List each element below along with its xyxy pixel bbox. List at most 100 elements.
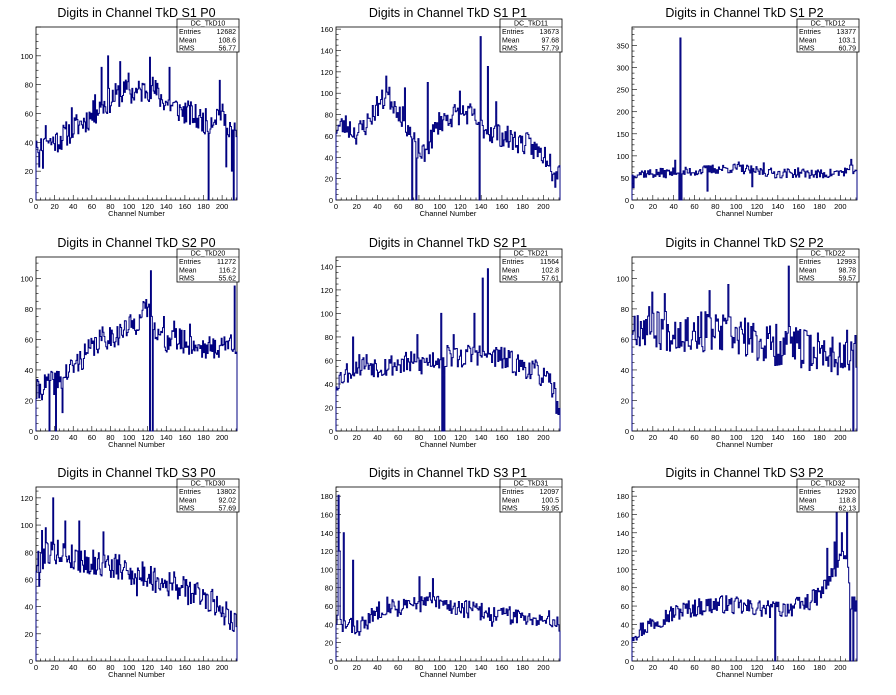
- x-tick-label: 180: [813, 663, 826, 672]
- x-tick-label: 180: [516, 433, 529, 442]
- stats-frame: [499, 478, 563, 513]
- x-tick-label: 40: [69, 663, 77, 672]
- x-tick-label: 60: [394, 202, 402, 211]
- stats-value: 118.8: [839, 497, 856, 504]
- x-tick-label: 100: [433, 202, 446, 211]
- stats-key: Entries: [179, 259, 201, 266]
- y-tick-label: 40: [25, 603, 33, 612]
- x-tick-label: 120: [751, 663, 764, 672]
- y-tick-label: 120: [320, 547, 333, 556]
- stats-key: Mean: [799, 267, 817, 274]
- histogram-series: [35, 55, 238, 201]
- stats-key: RMS: [179, 46, 195, 53]
- y-tick-label: 120: [320, 68, 333, 77]
- y-tick-label: 350: [616, 42, 629, 51]
- panel-title: Digits in Channel TkD S3 P2: [665, 466, 823, 480]
- stats-value: 97.68: [541, 37, 559, 44]
- x-tick-label: 40: [669, 202, 677, 211]
- x-tick-label: 60: [394, 663, 402, 672]
- stats-frame: [499, 18, 563, 53]
- x-tick-label: 100: [433, 433, 446, 442]
- stats-value: 11272: [217, 259, 236, 266]
- y-tick-label: 40: [25, 138, 33, 147]
- histogram-panel: Digits in Channel TkD S3 P2 0 20 40 60 80 100 1…: [616, 466, 860, 679]
- stats-value: 57.79: [541, 46, 559, 53]
- x-tick-label: 180: [516, 663, 529, 672]
- x-tick-label: 20: [353, 663, 361, 672]
- y-tick-label: 50: [621, 174, 629, 183]
- stats-value: 57.69: [218, 506, 236, 513]
- x-tick-label: 0: [34, 663, 38, 672]
- x-tick-label: 200: [834, 663, 847, 672]
- plot-frame: [35, 26, 238, 201]
- y-tick-label: 140: [320, 46, 333, 55]
- x-tick-label: 120: [751, 202, 764, 211]
- plot-frame: [35, 256, 238, 432]
- stats-key: Entries: [502, 489, 524, 496]
- y-tick-label: 150: [616, 130, 629, 139]
- x-tick-label: 140: [160, 433, 173, 442]
- y-tick-label: 100: [320, 309, 333, 318]
- x-tick-label: 120: [454, 433, 467, 442]
- stats-name: DC_TkD31: [514, 481, 549, 488]
- x-tick-label: 120: [141, 202, 154, 211]
- x-tick-label: 40: [669, 433, 677, 442]
- stats-frame: [176, 248, 240, 283]
- y-tick-label: 40: [325, 380, 333, 389]
- x-tick-label: 140: [160, 202, 173, 211]
- stats-value: 12993: [837, 259, 857, 266]
- stats-frame: [796, 18, 860, 53]
- y-tick-label: 20: [325, 175, 333, 184]
- y-tick-label: 160: [320, 510, 333, 519]
- x-tick-label: 40: [669, 663, 677, 672]
- x-tick-label: 140: [772, 663, 785, 672]
- y-tick-label: 20: [25, 630, 33, 639]
- panel-title: Digits in Channel TkD S2 P1: [369, 236, 527, 250]
- y-tick-label: 120: [20, 494, 33, 503]
- y-tick-label: 60: [621, 335, 629, 344]
- x-tick-label: 20: [649, 433, 657, 442]
- x-tick-label: 40: [69, 202, 77, 211]
- stats-value: 12920: [837, 489, 857, 496]
- x-tick-label: 100: [730, 663, 743, 672]
- y-tick-label: 40: [325, 620, 333, 629]
- plot-frame: [35, 486, 238, 662]
- stats-key: Mean: [502, 497, 520, 504]
- histogram-panel: Digits in Channel TkD S3 P0 0 20 40 60 80 100 1…: [20, 466, 240, 679]
- stats-key: Entries: [799, 489, 821, 496]
- stats-key: Mean: [502, 267, 520, 274]
- y-tick-label: 140: [616, 529, 629, 538]
- stats-value: 92.02: [218, 497, 236, 504]
- stats-key: RMS: [502, 506, 518, 513]
- x-tick-label: 200: [834, 202, 847, 211]
- y-tick-label: 20: [621, 639, 629, 648]
- x-tick-label: 0: [334, 433, 338, 442]
- x-tick-label: 200: [537, 663, 550, 672]
- y-tick-label: 100: [320, 89, 333, 98]
- x-tick-label: 60: [88, 663, 96, 672]
- histogram-panel: Digits in Channel TkD S2 P2 0 20 40 60 80 100 1…: [616, 236, 860, 449]
- x-tick-label: 180: [813, 433, 826, 442]
- panel-title: Digits in Channel TkD S2 P2: [665, 236, 823, 250]
- stats-key: Entries: [179, 29, 201, 36]
- x-tick-label: 0: [34, 202, 38, 211]
- x-tick-label: 60: [690, 433, 698, 442]
- stats-value: 59.95: [541, 506, 559, 513]
- x-tick-label: 200: [216, 433, 229, 442]
- stats-value: 13802: [217, 489, 237, 496]
- x-tick-label: 20: [649, 663, 657, 672]
- y-tick-label: 0: [625, 657, 629, 666]
- stats-key: Entries: [502, 259, 524, 266]
- stats-key: Entries: [502, 29, 524, 36]
- x-tick-label: 160: [496, 433, 509, 442]
- y-tick-label: 0: [29, 427, 33, 436]
- y-tick-label: 40: [325, 153, 333, 162]
- y-tick-label: 80: [25, 81, 33, 90]
- x-axis-label: Channel Number: [420, 670, 477, 679]
- x-tick-label: 140: [475, 433, 488, 442]
